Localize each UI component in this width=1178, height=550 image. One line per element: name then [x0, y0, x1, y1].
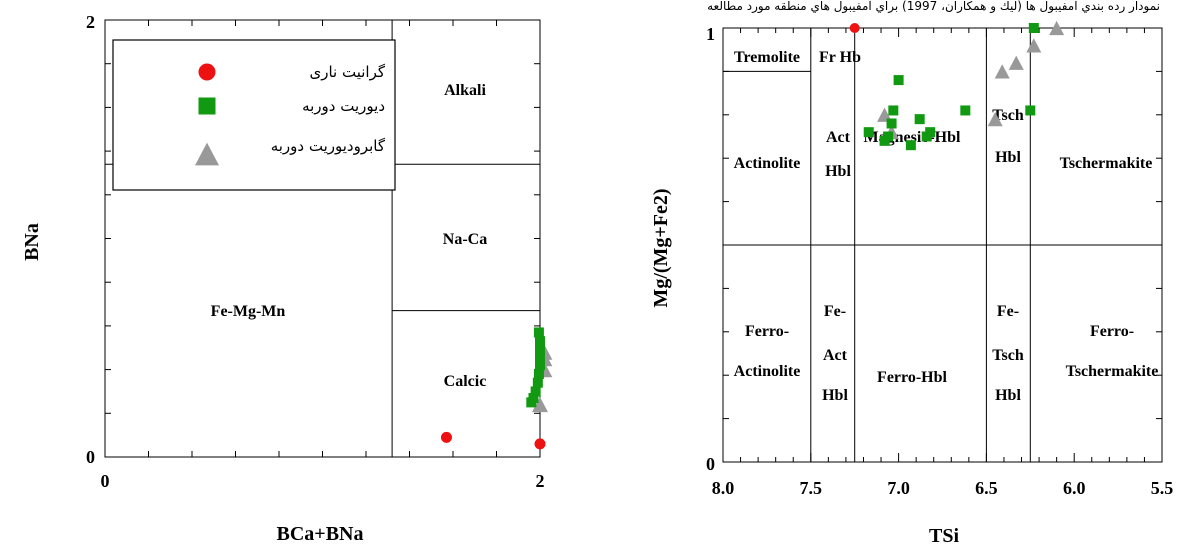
region-label: Act — [826, 129, 851, 146]
data-point — [877, 107, 893, 122]
region-label: Hbl — [995, 149, 1021, 166]
data-point — [532, 377, 543, 388]
x-tick-label: 6.5 — [975, 478, 998, 498]
region-label: Na-Ca — [443, 231, 487, 248]
chart-2-amphibole-plot: نمودار رده بندي آمفيبول ها (ليك و همكارا… — [650, 0, 1173, 547]
region-label: Hbl — [825, 163, 851, 180]
data-point — [440, 431, 452, 443]
legend-marker — [198, 63, 216, 81]
data-point — [535, 336, 545, 347]
region-label: Act — [823, 347, 848, 364]
region-label: Tsch — [992, 107, 1024, 124]
data-point — [528, 393, 539, 404]
legend-box — [112, 39, 396, 191]
data-point — [925, 127, 936, 138]
data-point — [1008, 55, 1024, 70]
x-tick-label: 6.0 — [1063, 478, 1086, 498]
legend-marker — [195, 142, 219, 166]
x-tick-label: 0 — [101, 471, 110, 491]
region-label: Actinolite — [734, 155, 801, 172]
data-point — [534, 438, 546, 450]
region-label: Calcic — [444, 373, 487, 390]
y-axis-title: Mg/(Mg+Fe2) — [650, 188, 672, 307]
top-caption: نمودار رده بندي آمفيبول ها (ليك و همكارا… — [707, 0, 1160, 14]
data-point — [533, 327, 544, 338]
data-point — [886, 118, 897, 129]
data-point — [888, 105, 899, 116]
region-label: Alkali — [444, 82, 486, 99]
region-label: Tschermakite — [1066, 363, 1159, 380]
data-point — [1025, 105, 1036, 116]
data-point — [532, 396, 548, 413]
data-point — [1028, 23, 1039, 33]
region-label: Hbl — [822, 387, 848, 404]
region-label: Fe-Mg-Mn — [211, 303, 286, 320]
data-point — [1049, 20, 1065, 36]
data-point — [535, 351, 545, 362]
chart-1-classification-plot: 0 2 0 2 BCa+BNa BNa Alkali Na-Ca Calcic Fe-Mg-Mn گ… — [21, 12, 553, 545]
data-point — [863, 127, 874, 138]
data-point — [883, 131, 894, 142]
y-tick-label: 0 — [706, 454, 715, 474]
x-tick-label: 5.5 — [1151, 478, 1174, 498]
data-point — [533, 368, 544, 379]
data-point — [914, 114, 925, 125]
region-label: Ferro-Hbl — [877, 369, 947, 386]
region-label: Fr Hb — [819, 49, 861, 66]
data-point — [994, 64, 1010, 79]
data-point — [535, 344, 545, 355]
region-label: Hbl — [995, 387, 1021, 404]
data-point — [849, 23, 860, 33]
x-tick-label: 2 — [536, 471, 545, 491]
x-axis-title: TSi — [929, 525, 959, 547]
region-label: Tschermakite — [1060, 155, 1153, 172]
y-tick-label: 0 — [86, 447, 95, 467]
region-label: Tsch — [992, 347, 1024, 364]
region-label: Fe- — [997, 303, 1019, 320]
region-label: Actinolite — [734, 363, 801, 380]
x-tick-label: 7.0 — [887, 478, 910, 498]
region-label: Fe- — [824, 303, 846, 320]
region-label: Tremolite — [734, 49, 800, 66]
data-point — [530, 386, 541, 397]
data-point — [905, 140, 916, 151]
data-point — [1026, 38, 1042, 53]
y-tick-label: 2 — [86, 12, 95, 32]
y-tick-label: 1 — [706, 24, 715, 44]
legend-label: گرانيت نارى — [309, 63, 385, 81]
y-axis-title: BNa — [21, 223, 43, 261]
data-point — [535, 360, 545, 371]
legend-label: گابروديوريت دوربه — [271, 137, 386, 155]
x-tick-label: 7.5 — [800, 478, 823, 498]
data-point — [960, 105, 971, 116]
legend-marker — [198, 97, 216, 115]
data-point — [893, 75, 904, 86]
data-point — [987, 112, 1003, 127]
region-label: Ferro- — [745, 323, 789, 340]
legend-label: ديوريت دوربه — [302, 97, 385, 115]
region-label: Ferro- — [1090, 323, 1134, 340]
x-tick-label: 8.0 — [712, 478, 735, 498]
x-axis-title: BCa+BNa — [277, 523, 364, 545]
